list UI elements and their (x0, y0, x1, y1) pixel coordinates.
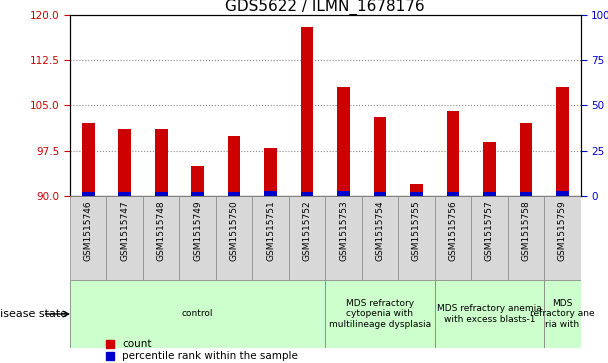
Bar (264, 148, 277, 196)
Text: GSM1515754: GSM1515754 (376, 200, 384, 261)
FancyBboxPatch shape (544, 196, 581, 280)
Bar (483, 142, 496, 196)
Bar (519, 192, 532, 196)
FancyBboxPatch shape (106, 196, 143, 280)
Text: MDS refractory anemia
with excess blasts-1: MDS refractory anemia with excess blasts… (437, 304, 542, 324)
FancyBboxPatch shape (143, 196, 179, 280)
Bar (373, 192, 386, 196)
Bar (118, 130, 131, 196)
Text: MDS
refractory ane
ria with: MDS refractory ane ria with (530, 299, 595, 329)
Bar (519, 123, 532, 196)
Bar (118, 192, 131, 196)
Bar (410, 192, 423, 196)
FancyBboxPatch shape (289, 196, 325, 280)
Text: GSM1515758: GSM1515758 (522, 200, 530, 261)
FancyBboxPatch shape (544, 280, 581, 348)
Text: GSM1515747: GSM1515747 (120, 200, 129, 261)
Text: GSM1515759: GSM1515759 (558, 200, 567, 261)
Bar (300, 192, 313, 196)
Bar (227, 135, 240, 196)
Text: GSM1515746: GSM1515746 (84, 200, 92, 261)
Bar (154, 192, 167, 196)
FancyBboxPatch shape (252, 196, 289, 280)
Text: MDS refractory
cytopenia with
multilineage dysplasia: MDS refractory cytopenia with multilinea… (329, 299, 431, 329)
Bar (191, 166, 204, 196)
FancyBboxPatch shape (435, 196, 471, 280)
FancyBboxPatch shape (216, 196, 252, 280)
Bar (373, 117, 386, 196)
Text: GSM1515756: GSM1515756 (449, 200, 457, 261)
FancyBboxPatch shape (325, 196, 362, 280)
Bar (556, 191, 568, 196)
FancyBboxPatch shape (508, 196, 544, 280)
Title: GDS5622 / ILMN_1678176: GDS5622 / ILMN_1678176 (226, 0, 425, 15)
Legend: count, percentile rank within the sample: count, percentile rank within the sample (106, 339, 298, 361)
Bar (446, 111, 459, 196)
FancyBboxPatch shape (325, 280, 435, 348)
Text: control: control (182, 310, 213, 318)
Bar (337, 87, 350, 196)
Text: GSM1515750: GSM1515750 (230, 200, 238, 261)
FancyBboxPatch shape (435, 280, 544, 348)
Bar (446, 192, 459, 196)
Bar (337, 191, 350, 196)
FancyBboxPatch shape (70, 196, 106, 280)
Bar (483, 192, 496, 196)
Bar (227, 192, 240, 196)
Text: GSM1515757: GSM1515757 (485, 200, 494, 261)
Bar (410, 184, 423, 196)
Text: GSM1515751: GSM1515751 (266, 200, 275, 261)
Text: GSM1515753: GSM1515753 (339, 200, 348, 261)
FancyBboxPatch shape (471, 196, 508, 280)
FancyBboxPatch shape (362, 196, 398, 280)
Bar (81, 123, 94, 196)
Text: GSM1515752: GSM1515752 (303, 200, 311, 261)
Text: GSM1515749: GSM1515749 (193, 200, 202, 261)
FancyBboxPatch shape (70, 280, 325, 348)
Bar (154, 130, 167, 196)
Bar (300, 26, 313, 196)
FancyBboxPatch shape (398, 196, 435, 280)
Bar (264, 191, 277, 196)
Bar (81, 192, 94, 196)
Bar (191, 192, 204, 196)
Bar (556, 87, 568, 196)
Text: disease state: disease state (0, 309, 67, 319)
Text: GSM1515748: GSM1515748 (157, 200, 165, 261)
Text: GSM1515755: GSM1515755 (412, 200, 421, 261)
FancyBboxPatch shape (179, 196, 216, 280)
